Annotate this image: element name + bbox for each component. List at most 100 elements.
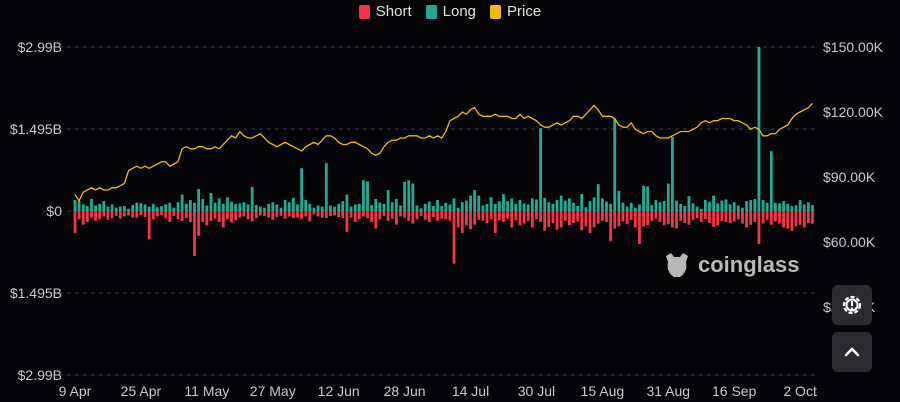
long-bar [794,205,798,211]
long-bar [452,198,456,211]
short-bar [695,211,699,219]
long-bar [535,199,538,211]
long-bar [448,204,452,211]
long-bar [502,193,505,211]
legend-price[interactable]: Price [490,3,541,20]
legend-short[interactable]: Short [358,3,412,20]
long-bar [399,205,402,211]
short-bar [110,211,114,219]
short-bar [572,211,575,224]
y-right-tick-label: $120.00K [823,104,884,120]
long-bar [415,205,419,211]
long-bar [341,201,345,211]
short-bar [151,211,155,220]
legend-long[interactable]: Long [425,3,476,20]
short-bar [287,211,291,217]
long-bar [646,186,650,211]
long-bar [658,202,662,211]
short-bar [728,211,732,224]
short-bar [324,211,328,219]
long-bar [283,200,287,211]
long-bar [316,205,320,211]
settings-button[interactable] [832,285,872,325]
short-bar [518,211,522,226]
long-bar [638,204,641,211]
long-bar [518,200,522,211]
short-bar [135,211,139,218]
long-bar [77,201,81,211]
short-bar [559,211,563,228]
short-bar [279,211,283,216]
long-bar [329,205,332,211]
long-bar [147,206,151,211]
long-bar [374,198,378,211]
short-bar [312,211,316,215]
short-bar [415,211,419,220]
long-bar [407,180,411,211]
short-bar [403,211,406,218]
long-bar [291,197,295,211]
long-bar [522,203,526,211]
long-bar [106,206,110,211]
scroll-top-button[interactable] [832,332,872,372]
price-swatch [490,4,502,19]
short-bar [193,211,196,256]
long-bar [324,163,328,211]
short-bar [580,211,584,231]
long-swatch [425,4,437,19]
long-bar [629,202,633,211]
short-bar [316,211,320,217]
short-bar [353,211,357,222]
long-bar [708,201,711,211]
long-bar [259,206,262,211]
x-tick-label: 9 Apr [59,383,92,399]
long-bar [650,204,654,211]
short-bar [514,211,518,221]
short-bar [543,211,547,231]
x-tick-label: 28 Jun [384,383,426,399]
short-bar [349,211,353,218]
short-bar [209,211,213,221]
long-bar [263,207,266,211]
short-bar [716,211,720,226]
short-bar [596,211,600,224]
short-bar [790,211,794,231]
long-bar [362,180,365,211]
long-bar [139,203,143,211]
long-bar [221,203,225,211]
watermark-text: coinglass [698,252,800,277]
long-bar [703,200,707,211]
short-bar [341,211,345,219]
long-bar [782,201,786,211]
long-bar [798,200,802,211]
short-bar [275,211,279,218]
long-bar [563,200,567,211]
long-bar [745,201,748,211]
short-bar [489,211,493,220]
short-bar [774,211,777,222]
short-bar [802,211,806,228]
long-bar [275,204,279,211]
long-bar [123,206,126,211]
short-bar [357,211,361,220]
long-bar [296,204,299,211]
short-bar [102,211,106,217]
short-bar [226,211,229,220]
short-bar [460,211,464,233]
long-bar [539,128,542,211]
short-bar [769,211,773,225]
short-bar [390,211,394,219]
long-bar [230,201,233,211]
long-bar [73,200,77,211]
short-bar [786,211,790,229]
long-bar [720,200,724,211]
short-bar [77,211,81,220]
short-bar [320,211,324,218]
long-bar [790,206,794,211]
long-bar [811,204,814,211]
y-left-tick-label: $2.99B [18,39,62,55]
short-bar [469,211,472,230]
long-bar [238,203,242,211]
long-bar [605,201,608,211]
long-bar [559,195,563,211]
